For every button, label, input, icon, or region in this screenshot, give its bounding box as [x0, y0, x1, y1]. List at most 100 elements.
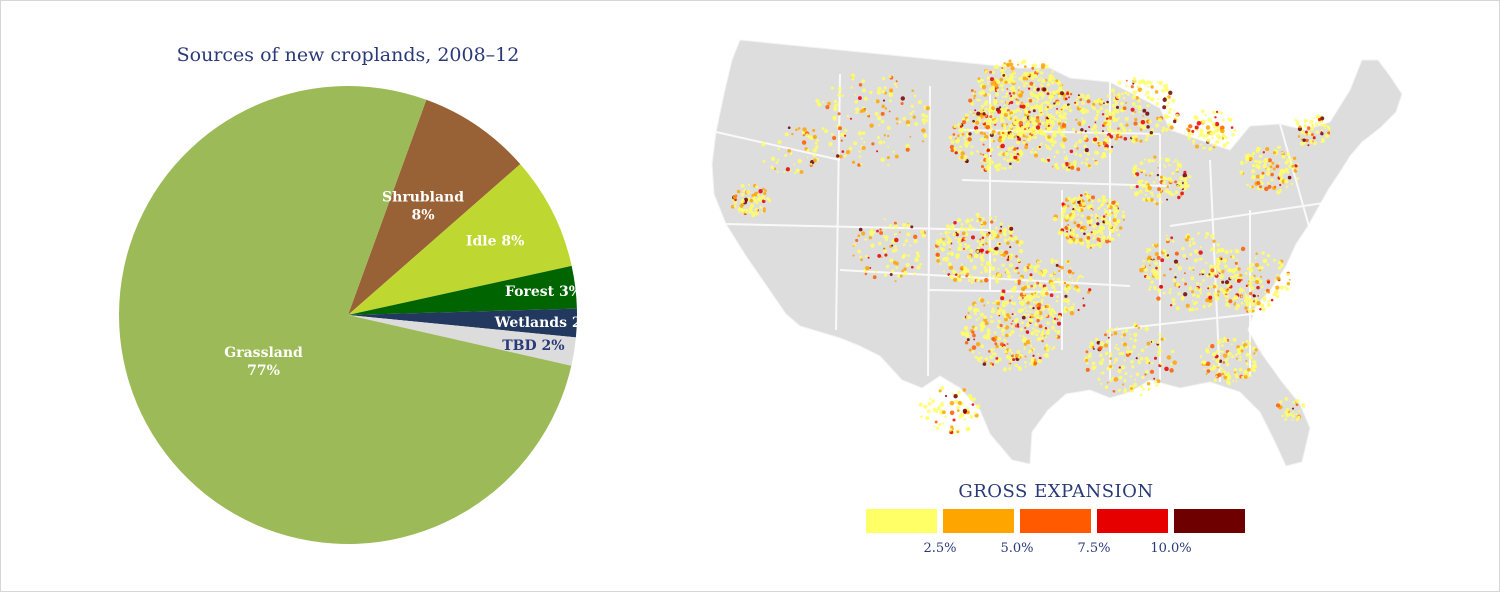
heat-dot	[934, 420, 938, 424]
heat-dot	[1216, 339, 1222, 345]
heat-dot	[1046, 105, 1050, 109]
heat-dot	[1285, 412, 1290, 418]
heat-dot	[1272, 292, 1277, 297]
heat-dot	[1007, 128, 1011, 132]
heat-dot	[890, 269, 895, 273]
heat-dot	[948, 248, 951, 251]
heat-dot	[1004, 317, 1008, 322]
heat-dot	[1000, 249, 1003, 252]
heat-dot	[1305, 138, 1309, 143]
heat-dot	[1169, 125, 1174, 130]
heat-dot	[857, 163, 861, 167]
heat-dot	[1066, 204, 1070, 208]
heat-dot	[907, 254, 910, 257]
heat-dot	[1184, 282, 1188, 286]
heat-dot	[1313, 141, 1317, 146]
heat-dot	[828, 142, 833, 147]
heat-dot	[891, 244, 894, 247]
heat-dot	[1033, 284, 1037, 288]
heat-dot	[1056, 330, 1060, 334]
heat-dot	[1004, 325, 1010, 330]
heat-dot	[986, 241, 990, 244]
heat-dot	[936, 253, 939, 256]
heat-dot	[996, 88, 1000, 92]
heat-dot	[1080, 161, 1084, 165]
heat-dot	[1051, 165, 1054, 168]
heat-dot	[1037, 295, 1040, 299]
heat-dot	[1021, 286, 1026, 292]
heat-dot	[1110, 228, 1115, 234]
heat-dot	[1292, 156, 1297, 160]
heat-dot	[1019, 334, 1022, 337]
heat-dot	[904, 239, 909, 243]
heat-dot	[1010, 94, 1013, 98]
heat-dot	[1284, 160, 1289, 165]
heat-dot	[985, 335, 991, 340]
heat-dot	[772, 167, 775, 170]
heat-dot	[999, 113, 1004, 119]
heat-dot	[747, 183, 751, 186]
heat-dot	[827, 101, 831, 106]
heat-dot	[1038, 112, 1043, 117]
heat-dot	[1099, 341, 1104, 346]
heat-dot	[969, 110, 972, 114]
heat-dot	[1016, 140, 1021, 145]
heat-dot	[1045, 330, 1050, 336]
heat-dot	[770, 156, 776, 161]
heat-dot	[967, 137, 972, 142]
heat-dot	[1003, 120, 1006, 123]
heat-dot	[1058, 94, 1062, 98]
heat-dot	[1038, 311, 1043, 316]
heat-dot	[980, 256, 984, 260]
heat-dot	[1117, 80, 1122, 86]
heat-dot	[1080, 117, 1084, 120]
heat-dot	[977, 77, 981, 80]
heat-dot	[1111, 103, 1116, 108]
heat-dot	[1030, 106, 1034, 110]
heat-dot	[1057, 121, 1062, 126]
heat-dot	[1155, 275, 1160, 280]
heat-dot	[1253, 159, 1258, 164]
heat-dot	[1010, 287, 1014, 292]
heat-dot	[1144, 93, 1147, 96]
heat-dot	[895, 80, 898, 83]
heat-dot	[1010, 100, 1014, 105]
heat-dot	[1234, 267, 1239, 272]
heat-dot	[1024, 133, 1027, 136]
heat-dot	[1030, 136, 1033, 139]
heat-dot	[838, 126, 842, 131]
heat-dot	[1157, 161, 1161, 164]
heat-dot	[1155, 384, 1158, 387]
pie-slice-shrubland	[348, 99, 521, 315]
heat-dot	[889, 91, 893, 96]
heat-dot	[1067, 235, 1070, 238]
heat-dot	[976, 150, 979, 153]
heat-dot	[953, 394, 958, 399]
heat-dot	[979, 230, 984, 235]
heat-dot	[1275, 294, 1280, 299]
heat-dot	[993, 65, 997, 69]
heat-dot	[882, 140, 886, 144]
heat-dot	[1296, 177, 1300, 180]
heat-dot	[1149, 285, 1152, 289]
heat-dot	[1076, 197, 1081, 201]
heat-dot	[1029, 344, 1033, 348]
us-outline	[711, 39, 1403, 467]
heat-dot	[961, 231, 966, 236]
heat-dot	[980, 298, 985, 303]
heat-dot	[1132, 170, 1137, 175]
heat-dot	[1038, 132, 1042, 135]
heat-dot	[1220, 111, 1223, 115]
heat-dot	[1247, 341, 1252, 346]
heat-dot	[1286, 170, 1290, 174]
heat-dot	[1012, 285, 1017, 290]
heat-dot	[1053, 288, 1057, 293]
heat-dot	[1048, 82, 1051, 85]
heat-dot	[1048, 126, 1052, 131]
heat-dot	[950, 224, 955, 229]
heat-dot	[1200, 292, 1202, 295]
heat-dot	[1161, 88, 1166, 93]
heat-dot	[1118, 352, 1122, 356]
heat-dot	[1119, 135, 1123, 139]
heat-dot	[989, 362, 993, 365]
